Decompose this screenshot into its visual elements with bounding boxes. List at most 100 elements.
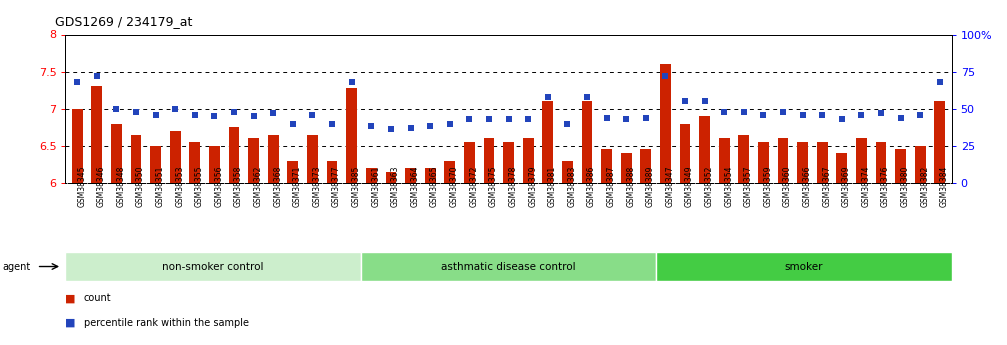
Text: GSM38360: GSM38360 (783, 166, 793, 207)
Text: GSM38382: GSM38382 (920, 166, 929, 207)
Text: GSM38353: GSM38353 (175, 166, 184, 207)
Text: GSM38364: GSM38364 (411, 166, 420, 207)
Bar (817, 142, 828, 183)
Text: GSM38385: GSM38385 (351, 166, 361, 207)
Bar (150, 146, 161, 183)
Text: GSM38383: GSM38383 (567, 166, 576, 207)
Text: GSM38373: GSM38373 (312, 166, 321, 207)
Text: GSM38351: GSM38351 (156, 166, 164, 207)
Bar (640, 149, 652, 183)
Bar (738, 135, 749, 183)
Bar (326, 161, 337, 183)
Bar (719, 138, 730, 183)
Text: count: count (84, 294, 111, 303)
Text: GSM38345: GSM38345 (78, 166, 87, 207)
Text: GSM38355: GSM38355 (194, 166, 203, 207)
Text: GSM38384: GSM38384 (940, 166, 949, 207)
Text: GSM38375: GSM38375 (489, 166, 497, 207)
Bar (444, 161, 455, 183)
Text: GSM38368: GSM38368 (273, 166, 282, 207)
Bar (837, 153, 847, 183)
Bar (189, 142, 200, 183)
Text: smoker: smoker (784, 262, 823, 272)
Bar (405, 168, 416, 183)
Bar (268, 135, 279, 183)
Text: GSM38381: GSM38381 (548, 166, 557, 207)
Text: GSM38358: GSM38358 (234, 166, 243, 207)
Bar (758, 142, 768, 183)
Bar (464, 142, 474, 183)
Text: GSM38367: GSM38367 (823, 166, 831, 207)
Bar (307, 135, 318, 183)
Bar (680, 124, 691, 183)
Bar (361, 252, 657, 281)
Bar (582, 101, 592, 183)
Text: GSM38346: GSM38346 (97, 166, 106, 207)
Text: non-smoker control: non-smoker control (162, 262, 264, 272)
Bar (895, 149, 906, 183)
Bar (249, 138, 259, 183)
Text: asthmatic disease control: asthmatic disease control (441, 262, 576, 272)
Bar (856, 138, 867, 183)
Bar (111, 124, 122, 183)
Bar (346, 88, 357, 183)
Text: GSM38362: GSM38362 (254, 166, 263, 207)
Text: ■: ■ (65, 318, 76, 327)
Text: GSM38354: GSM38354 (724, 166, 733, 207)
Text: GSM38349: GSM38349 (685, 166, 694, 207)
Text: GSM38366: GSM38366 (803, 166, 812, 207)
Text: ■: ■ (65, 294, 76, 303)
Bar (601, 149, 612, 183)
Bar (934, 101, 946, 183)
Bar (504, 142, 514, 183)
Text: GSM38378: GSM38378 (509, 166, 518, 207)
Bar (543, 101, 553, 183)
Text: GSM38380: GSM38380 (900, 166, 909, 207)
Text: percentile rank within the sample: percentile rank within the sample (84, 318, 249, 327)
Text: GDS1269 / 234179_at: GDS1269 / 234179_at (55, 14, 192, 28)
Text: GSM38347: GSM38347 (666, 166, 675, 207)
Text: GSM38377: GSM38377 (332, 166, 341, 207)
Text: GSM38376: GSM38376 (881, 166, 890, 207)
Text: GSM38387: GSM38387 (606, 166, 615, 207)
Text: GSM38365: GSM38365 (430, 166, 439, 207)
Bar (483, 138, 494, 183)
Text: GSM38352: GSM38352 (705, 166, 714, 207)
Text: GSM38369: GSM38369 (842, 166, 851, 207)
Bar (620, 153, 631, 183)
Bar (876, 142, 886, 183)
Bar (562, 161, 573, 183)
Bar (660, 64, 671, 183)
Bar (366, 168, 377, 183)
Text: agent: agent (2, 262, 30, 272)
Text: GSM38372: GSM38372 (469, 166, 478, 207)
Text: GSM38359: GSM38359 (763, 166, 772, 207)
Bar (209, 146, 220, 183)
Text: GSM38370: GSM38370 (450, 166, 459, 207)
Text: GSM38386: GSM38386 (587, 166, 596, 207)
Bar (657, 252, 952, 281)
Bar (65, 252, 361, 281)
Text: GSM38350: GSM38350 (136, 166, 145, 207)
Bar (798, 142, 808, 183)
Text: GSM38388: GSM38388 (626, 166, 635, 207)
Text: GSM38371: GSM38371 (293, 166, 302, 207)
Text: GSM38389: GSM38389 (645, 166, 655, 207)
Text: GSM38361: GSM38361 (372, 166, 381, 207)
Bar (92, 87, 103, 183)
Text: GSM38379: GSM38379 (528, 166, 537, 207)
Bar (523, 138, 534, 183)
Text: GSM38357: GSM38357 (744, 166, 753, 207)
Bar (425, 168, 435, 183)
Text: GSM38348: GSM38348 (117, 166, 126, 207)
Bar (777, 138, 788, 183)
Bar (71, 109, 83, 183)
Bar (170, 131, 180, 183)
Bar (386, 172, 397, 183)
Text: GSM38374: GSM38374 (861, 166, 870, 207)
Bar (131, 135, 141, 183)
Text: GSM38356: GSM38356 (214, 166, 224, 207)
Bar (229, 127, 240, 183)
Bar (699, 116, 710, 183)
Text: GSM38363: GSM38363 (391, 166, 400, 207)
